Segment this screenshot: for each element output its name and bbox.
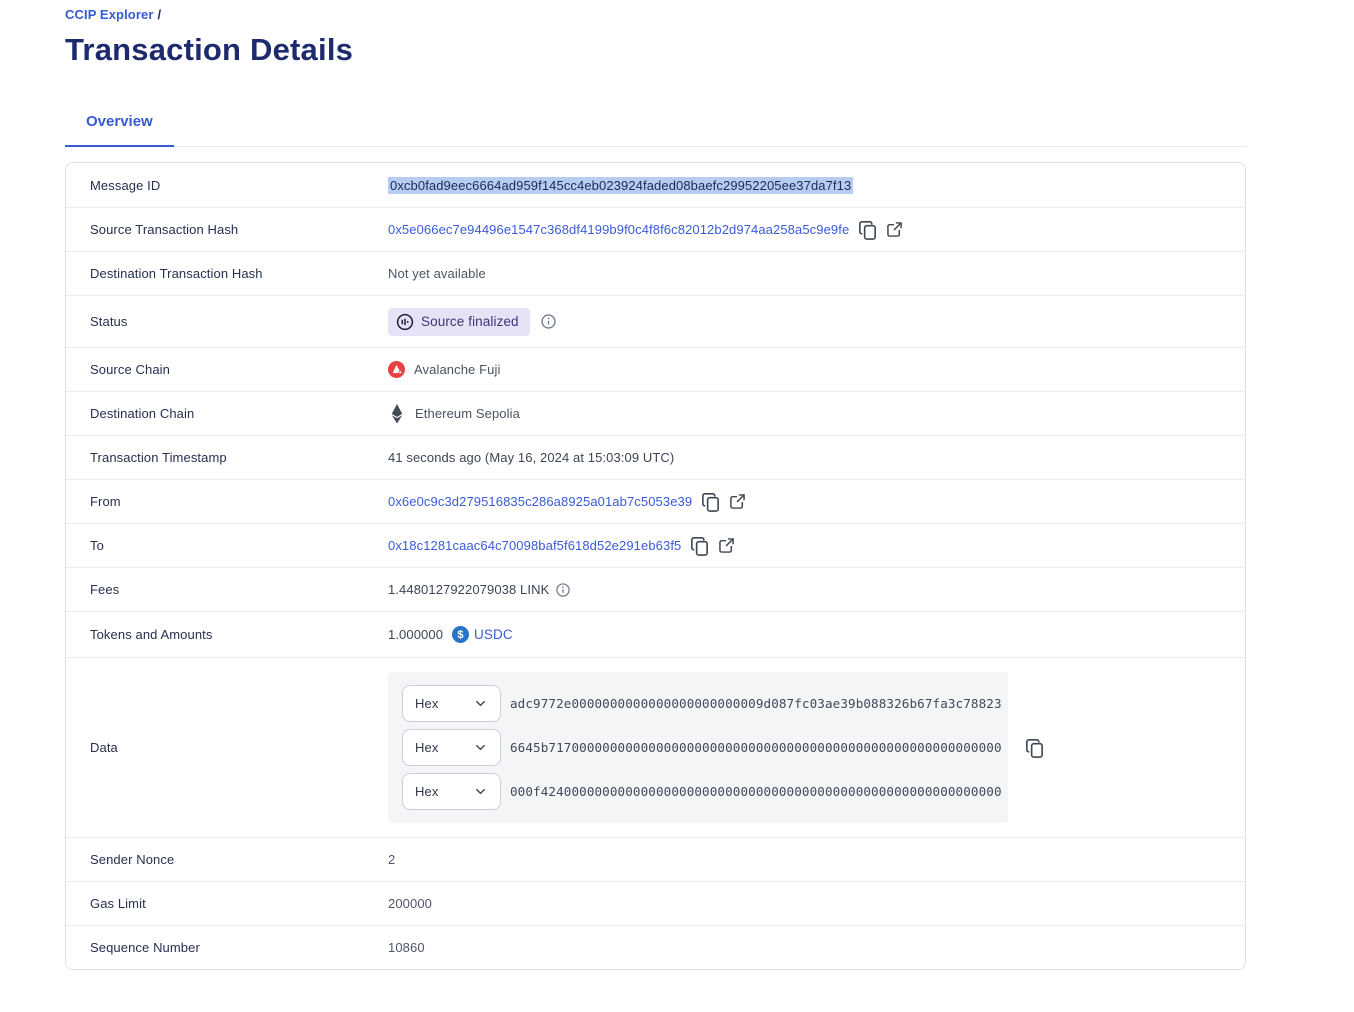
external-link-icon[interactable] [727,491,748,512]
usdc-token-icon: $ [452,626,470,643]
avalanche-fuji-icon [388,361,405,378]
row-label: To [90,538,104,553]
data-hex-panel: Hex adc9772e0000000000000000000000009d08… [388,672,1008,823]
row-label: Sequence Number [90,940,200,955]
to-address-link[interactable]: 0x18c1281caac64c70098baf5f618d52e291eb63… [388,538,682,553]
row-gas-limit: Gas Limit 200000 [66,881,1245,925]
transaction-details-table: Message ID 0xcb0fad9eec6664ad959f145cc4e… [65,162,1246,970]
fees-info-icon[interactable] [555,582,571,598]
row-label: Destination Chain [90,406,195,421]
copy-icon[interactable] [1024,737,1045,758]
chevron-down-icon [476,700,485,707]
copy-icon[interactable] [700,491,721,512]
ethereum-sepolia-icon [391,403,403,424]
row-label: Source Chain [90,362,170,377]
destination-transaction-hash-value: Not yet available [388,266,486,281]
from-address-link[interactable]: 0x6e0c9c3d279516835c286a8925a01ab7c5053e… [388,494,693,509]
gas-limit-value: 200000 [388,896,432,911]
chevron-down-icon [476,744,485,751]
copy-icon[interactable] [689,535,710,556]
row-destination-transaction-hash: Destination Transaction Hash Not yet ava… [66,251,1245,295]
status-info-icon[interactable] [540,313,557,330]
breadcrumb-link-ccip-explorer[interactable]: CCIP Explorer [65,7,154,22]
hex-format-select[interactable]: Hex [402,685,501,722]
row-sender-nonce: Sender Nonce 2 [66,837,1245,881]
row-source-chain: Source Chain Avalanche Fuji [66,347,1245,391]
fees-value: 1.4480127922079038 LINK [388,582,550,597]
external-link-icon[interactable] [716,535,737,556]
chevron-down-icon [476,788,485,795]
hex-format-select[interactable]: Hex [402,729,501,766]
row-sequence-number: Sequence Number 10860 [66,925,1245,969]
data-hex-value: 6645b71700000000000000000000000000000000… [510,740,1002,755]
row-message-id: Message ID 0xcb0fad9eec6664ad959f145cc4e… [66,163,1245,207]
data-hex-value: 000f424000000000000000000000000000000000… [510,784,1002,799]
row-transaction-timestamp: Transaction Timestamp 41 seconds ago (Ma… [66,435,1245,479]
row-label: Sender Nonce [90,852,175,867]
external-link-icon[interactable] [884,219,905,240]
row-label: Message ID [90,177,161,193]
data-hex-line: Hex adc9772e0000000000000000000000009d08… [402,685,1002,722]
row-label: Gas Limit [90,896,146,911]
row-tokens-and-amounts: Tokens and Amounts 1.000000 $ USDC [66,611,1245,657]
transaction-timestamp-value: 41 seconds ago (May 16, 2024 at 15:03:09… [388,450,675,465]
tab-overview[interactable]: Overview [65,113,174,147]
row-data: Data Hex adc9772e00000000000000000000000… [66,657,1245,837]
source-chain-name: Avalanche Fuji [414,362,501,377]
data-hex-line: Hex 6645b7170000000000000000000000000000… [402,729,1002,766]
status-badge: Source finalized [388,307,530,336]
data-hex-value: adc9772e0000000000000000000000009d087fc0… [510,696,1002,711]
row-status: Status Source finalized [66,295,1245,347]
page-title: Transaction Details [65,32,354,67]
breadcrumb: CCIP Explorer / [65,7,1246,22]
row-label: Status [90,314,128,329]
transaction-details-page: CCIP Explorer / Transaction Details Overv… [65,0,1246,970]
sequence-number-value: 10860 [388,940,425,955]
row-label: Data [90,740,118,755]
row-from: From 0x6e0c9c3d279516835c286a8925a01ab7c… [66,479,1245,523]
row-fees: Fees 1.4480127922079038 LINK [66,567,1245,611]
destination-chain-name: Ethereum Sepolia [415,406,520,421]
row-label: Transaction Timestamp [90,450,227,465]
row-to: To 0x18c1281caac64c70098baf5f618d52e291e… [66,523,1245,567]
source-transaction-hash-link[interactable]: 0x5e066ec7e94496e1547c368df4199b9f0c4f8f… [388,222,850,237]
row-label: From [90,494,121,509]
sender-nonce-value: 2 [388,852,396,867]
row-source-transaction-hash: Source Transaction Hash 0x5e066ec7e94496… [66,207,1245,251]
status-pending-icon [396,313,414,330]
row-destination-chain: Destination Chain Ethereum Sepolia [66,391,1245,435]
row-label: Source Transaction Hash [90,222,239,237]
usdc-token-link[interactable]: USDC [474,627,513,642]
row-label: Tokens and Amounts [90,627,213,642]
status-badge-label: Source finalized [421,314,519,329]
data-hex-line: Hex 000f42400000000000000000000000000000… [402,773,1002,810]
copy-icon[interactable] [857,219,878,240]
token-amount: 1.000000 [388,627,444,642]
breadcrumb-separator: / [157,7,162,22]
hex-format-select[interactable]: Hex [402,773,501,810]
message-id-value: 0xcb0fad9eec6664ad959f145cc4eb023924fade… [388,176,854,194]
row-label: Fees [90,582,120,597]
tab-bar: Overview [65,113,1246,147]
row-label: Destination Transaction Hash [90,266,263,281]
